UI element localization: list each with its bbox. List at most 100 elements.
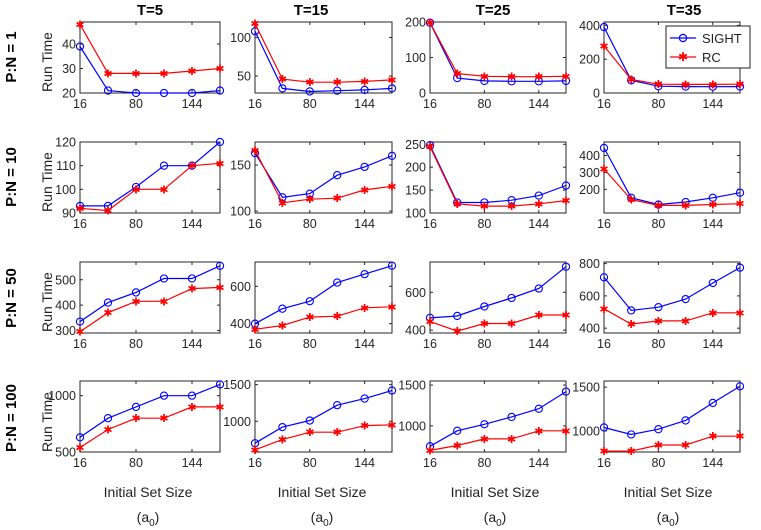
row-title-3: P:N = 50 bbox=[3, 268, 20, 328]
panel-r3c3-point-rc: ✱ bbox=[507, 319, 516, 331]
panel-r3c3-point-sight bbox=[507, 293, 516, 303]
panel-r2c3-point-rc: ✱ bbox=[480, 201, 489, 213]
panel-r2c4-axes-box bbox=[603, 141, 741, 214]
panel-r4c2-ytick-label: 1500 bbox=[223, 378, 251, 392]
panel-r4c1-xtick-label: 144 bbox=[182, 456, 203, 470]
panel-r4c4-point-rc: ✱ bbox=[681, 440, 690, 452]
panel-r3c3-xtick-label: 16 bbox=[423, 337, 437, 351]
panel-r4c4-point-rc: ✱ bbox=[654, 440, 663, 452]
panel-r2c1-point-sight bbox=[103, 201, 113, 211]
panel-r3c1-line-sight bbox=[79, 265, 221, 323]
panel-r2c4-point-sight bbox=[627, 193, 636, 202]
panel-r4c2-point-rc: ✱ bbox=[387, 420, 396, 432]
panel-r4c4-xtick-label: 144 bbox=[702, 456, 723, 470]
panel-r2c3-ytick-label: 250 bbox=[405, 138, 426, 152]
panel-r1c4-point-sight bbox=[708, 82, 717, 91]
panel-r4c4-point-rc: ✱ bbox=[708, 431, 717, 443]
panel-r4c3-point-rc: ✱ bbox=[480, 434, 489, 446]
panel-r1c4-xtick-label: 144 bbox=[702, 97, 723, 111]
column-title-1: T=5 bbox=[137, 2, 163, 19]
panel-r1c2-point-rc: ✱ bbox=[278, 74, 287, 86]
panel-r4c2-point-sight bbox=[387, 386, 397, 395]
panel-r1c4-ytick-label: 400 bbox=[579, 19, 600, 33]
panel-r2c1-xtick-label: 16 bbox=[73, 217, 87, 231]
panel-r3c3-point-rc: ✱ bbox=[425, 317, 434, 329]
panel-r2c3-line-rc bbox=[429, 146, 567, 207]
panel-r1c3-point-rc: ✱ bbox=[534, 72, 543, 84]
panel-r3c2-xtick-label: 80 bbox=[303, 337, 317, 351]
panel-r4c3-point-rc: ✱ bbox=[561, 426, 570, 438]
panel-r2c4-line-sight bbox=[603, 147, 741, 206]
panel-r4c3-ytick-label: 1500 bbox=[398, 379, 426, 393]
panel-r3c3-ytick-label: 400 bbox=[405, 324, 426, 338]
panel-r1c1-xtick-label: 80 bbox=[129, 97, 143, 111]
panel-r4c1-point-rc: ✱ bbox=[103, 424, 112, 436]
panel-r2c2-point-sight bbox=[250, 148, 260, 158]
panel-r2c2-point-rc: ✱ bbox=[305, 194, 314, 206]
panel-r1c2-point-rc: ✱ bbox=[305, 77, 314, 89]
panel-r3c4-point-rc: ✱ bbox=[654, 316, 663, 328]
panel-r1c1-point-sight bbox=[187, 88, 197, 98]
panel-r2c4-point-rc: ✱ bbox=[735, 199, 744, 211]
legend-label-sight: SIGHT bbox=[702, 31, 742, 46]
panel-r4c4-xtick-label: 16 bbox=[597, 456, 611, 470]
panel-r1c4-ytick-label: 0 bbox=[593, 87, 600, 101]
panel-r1c4-point-rc: ✱ bbox=[681, 79, 690, 91]
panel-r4c2-xtick-label: 16 bbox=[248, 456, 262, 470]
panel-r2c3-ytick-label: 100 bbox=[405, 207, 426, 221]
panel-r3c3-point-rc: ✱ bbox=[480, 319, 489, 331]
panel-r4c2-line-sight bbox=[254, 389, 393, 444]
panel-r4c4-ytick-label: 1500 bbox=[572, 381, 600, 395]
panel-r2c4-xtick-label: 80 bbox=[651, 217, 665, 231]
panel-r3c1-point-sight bbox=[215, 261, 225, 270]
panel-r3c4-xtick-label: 80 bbox=[651, 337, 665, 351]
panel-r1c3-line-rc bbox=[429, 22, 567, 78]
panel-r1c1-point-sight bbox=[131, 88, 141, 98]
x-axis-sublabel-2: (a0) bbox=[311, 509, 334, 529]
panel-r3c4-point-rc: ✱ bbox=[735, 308, 744, 320]
panel-r2c3-point-sight bbox=[453, 198, 462, 207]
panel-r3c3-point-rc: ✱ bbox=[561, 310, 570, 322]
panel-r1c2-xtick-label: 16 bbox=[248, 97, 262, 111]
column-title-4: T=35 bbox=[667, 2, 702, 19]
panel-r4c4-point-rc: ✱ bbox=[627, 446, 636, 458]
panel-r3c3-axes-box bbox=[429, 261, 567, 334]
panel-r3c4-point-sight bbox=[654, 303, 663, 312]
panel-r2c3-point-sight bbox=[507, 196, 516, 205]
panel-r2c1: 16 80 144 90 100 110 120 ✱ ✱ ✱ ✱ ✱ ✱ bbox=[55, 136, 224, 232]
panel-r2c2-point-sight bbox=[360, 162, 369, 172]
panel-r1c2-xtick-label: 144 bbox=[354, 97, 375, 111]
panel-r1c3-xtick-label: 144 bbox=[528, 97, 549, 111]
panel-r2c4-point-rc: ✱ bbox=[708, 200, 717, 212]
panel-r2c3-xtick-label: 16 bbox=[423, 217, 437, 231]
panel-r1c3-xtick-label: 80 bbox=[477, 97, 491, 111]
panel-r4c3: 16 80 144 1000 1500 ✱ ✱ ✱ ✱ ✱ ✱ bbox=[398, 379, 570, 470]
panel-r4c3-point-sight bbox=[453, 426, 462, 435]
panel-r3c3-point-rc: ✱ bbox=[534, 310, 543, 322]
panel-r1c1-xtick-label: 144 bbox=[182, 97, 203, 111]
panel-r4c2-point-rc: ✱ bbox=[250, 445, 259, 457]
panel-r3c4-xtick-label: 144 bbox=[702, 337, 723, 351]
panel-r4c1-point-sight bbox=[103, 414, 113, 423]
panel-r4c2: 16 80 144 1000 1500 ✱ ✱ ✱ ✱ ✱ ✱ bbox=[223, 378, 396, 470]
y-axis-label-2: Run Time bbox=[39, 152, 55, 212]
panel-r4c3-line-rc bbox=[429, 430, 566, 451]
panel-r1c1-ytick-label: 20 bbox=[62, 87, 76, 101]
panel-r1c1: 16 80 144 20 30 40 ✱ ✱ ✱ ✱ ✱ ✱ bbox=[62, 19, 225, 111]
panel-r2c3-line-sight bbox=[429, 144, 567, 204]
panel-r4c4-line-sight bbox=[603, 385, 741, 436]
panel-r2c2-ytick-label: 100 bbox=[230, 205, 251, 219]
panel-r4c2-point-sight bbox=[333, 401, 342, 410]
panel-r1c2-point-rc: ✱ bbox=[387, 75, 396, 87]
panel-r2c4-point-rc: ✱ bbox=[681, 200, 690, 212]
x-axis-label-3: Initial Set Size bbox=[451, 484, 540, 500]
panel-r1c2-ytick-label: 100 bbox=[230, 31, 251, 45]
panel-r2c3-point-sight bbox=[425, 141, 435, 150]
panel-r1c2-axes-box bbox=[254, 21, 393, 94]
panel-r2c2-point-sight bbox=[387, 151, 397, 160]
panel-r3c3-line-sight bbox=[429, 266, 567, 319]
legend-marker-rc: ✱ bbox=[678, 50, 688, 64]
panel-r1c4-point-rc: ✱ bbox=[599, 41, 608, 53]
panel-r3c1-xtick-label: 144 bbox=[182, 337, 203, 351]
